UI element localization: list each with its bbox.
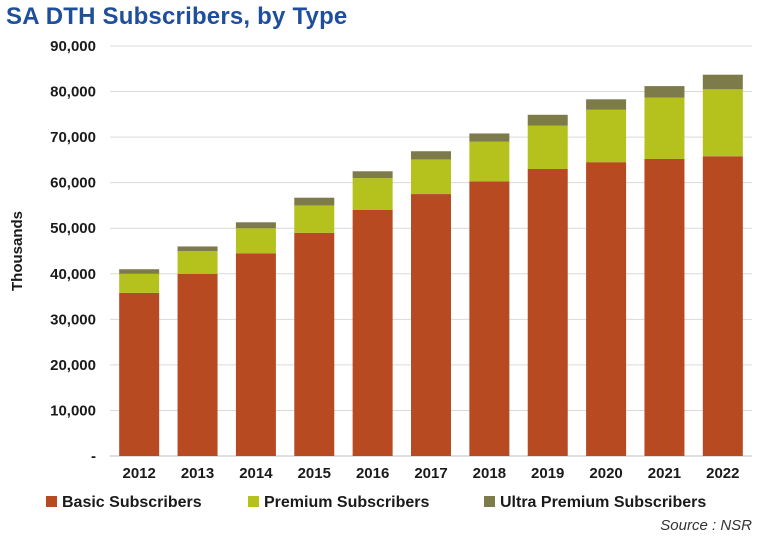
bar-premium-subscribers-2017[interactable] xyxy=(411,159,451,195)
y-tick-label: 60,000 xyxy=(50,175,96,192)
y-tick-label: 80,000 xyxy=(50,84,96,101)
legend-swatch xyxy=(484,496,495,507)
x-tick-label: 2018 xyxy=(473,465,506,482)
x-tick-label: 2017 xyxy=(414,465,447,482)
bar-premium-subscribers-2020[interactable] xyxy=(586,109,627,163)
bar-basic-subscribers-2022[interactable] xyxy=(702,156,743,456)
bar-premium-subscribers-2021[interactable] xyxy=(644,97,685,159)
x-tick-label: 2014 xyxy=(239,465,273,482)
y-tick-label: 90,000 xyxy=(50,38,96,55)
x-tick-label: 2021 xyxy=(648,465,681,482)
x-axis-ticks: 2012 2013 2014 2015 2016 2017 2018 2019 2020 2021… xyxy=(122,465,739,482)
bar-ultra-premium-subscribers-2016[interactable] xyxy=(352,171,393,179)
legend-label: Basic Subscribers xyxy=(62,494,202,511)
bar-basic-subscribers-2013[interactable] xyxy=(177,273,218,456)
bar-premium-subscribers-2019[interactable] xyxy=(527,125,568,169)
legend-swatch xyxy=(248,496,259,507)
bar-basic-subscribers-2018[interactable] xyxy=(469,181,510,457)
bar-ultra-premium-subscribers-2021[interactable] xyxy=(644,86,685,98)
bar-basic-subscribers-2020[interactable] xyxy=(586,162,627,456)
bar-basic-subscribers-2016[interactable] xyxy=(352,210,393,456)
bar-premium-subscribers-2013[interactable] xyxy=(177,251,218,274)
y-tick-label: 50,000 xyxy=(50,220,96,237)
y-axis-ticks: - 10,000 20,000 30,000 40,000 50,000 60,000 70,… xyxy=(50,38,96,465)
bar-ultra-premium-subscribers-2020[interactable] xyxy=(586,99,627,110)
y-tick-label: 20,000 xyxy=(50,357,96,374)
bar-ultra-premium-subscribers-2019[interactable] xyxy=(527,114,568,126)
x-tick-label: 2022 xyxy=(706,465,739,482)
x-tick-label: 2019 xyxy=(531,465,564,482)
y-axis-label: Thousands xyxy=(9,211,26,291)
bar-basic-subscribers-2012[interactable] xyxy=(119,292,160,456)
bar-ultra-premium-subscribers-2018[interactable] xyxy=(469,133,510,142)
y-tick-label: 40,000 xyxy=(50,266,96,283)
bar-premium-subscribers-2022[interactable] xyxy=(702,89,743,157)
y-tick-label: 30,000 xyxy=(50,311,96,328)
y-tick-label: 10,000 xyxy=(50,402,96,419)
x-tick-label: 2012 xyxy=(122,465,155,482)
bar-premium-subscribers-2018[interactable] xyxy=(469,141,510,182)
bar-basic-subscribers-2017[interactable] xyxy=(411,194,451,457)
bar-basic-subscribers-2014[interactable] xyxy=(235,253,276,456)
x-tick-label: 2015 xyxy=(298,465,331,482)
bar-basic-subscribers-2021[interactable] xyxy=(644,158,685,456)
bar-premium-subscribers-2014[interactable] xyxy=(235,228,276,254)
bar-ultra-premium-subscribers-2013[interactable] xyxy=(177,246,218,251)
legend-label: Ultra Premium Subscribers xyxy=(500,494,706,511)
bar-premium-subscribers-2012[interactable] xyxy=(119,273,160,293)
x-tick-label: 2020 xyxy=(589,465,622,482)
bar-premium-subscribers-2016[interactable] xyxy=(352,178,393,210)
y-tick-label: 70,000 xyxy=(50,129,96,146)
bar-basic-subscribers-2015[interactable] xyxy=(294,232,335,456)
y-tick-label: - xyxy=(91,448,96,465)
x-tick-label: 2013 xyxy=(181,465,214,482)
bar-basic-subscribers-2019[interactable] xyxy=(527,169,568,456)
x-tick-label: 2016 xyxy=(356,465,389,482)
bar-ultra-premium-subscribers-2022[interactable] xyxy=(702,74,743,90)
bar-ultra-premium-subscribers-2017[interactable] xyxy=(411,151,451,160)
legend-swatch xyxy=(46,496,57,507)
source-note: Source : NSR xyxy=(660,517,752,534)
bar-premium-subscribers-2015[interactable] xyxy=(294,205,335,233)
bars xyxy=(119,74,743,457)
legend: Basic Subscribers Premium Subscribers Ultr… xyxy=(46,494,706,511)
bar-ultra-premium-subscribers-2014[interactable] xyxy=(235,222,276,229)
bar-ultra-premium-subscribers-2012[interactable] xyxy=(119,269,160,274)
chart-title: SA DTH Subscribers, by Type xyxy=(6,3,348,30)
bar-ultra-premium-subscribers-2015[interactable] xyxy=(294,197,335,206)
legend-label: Premium Subscribers xyxy=(264,494,430,511)
